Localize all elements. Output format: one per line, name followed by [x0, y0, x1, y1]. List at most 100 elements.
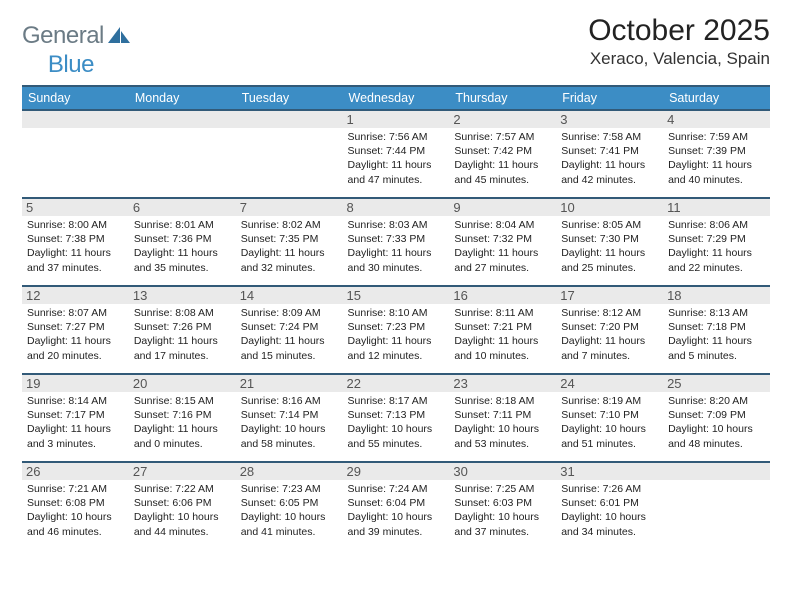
sunset-text: Sunset: 7:26 PM	[134, 320, 231, 334]
calendar-cell: 13Sunrise: 8:08 AMSunset: 7:26 PMDayligh…	[129, 286, 236, 374]
dl1-text: Daylight: 10 hours	[27, 510, 124, 524]
sunrise-text: Sunrise: 8:12 AM	[561, 306, 658, 320]
sunset-text: Sunset: 7:14 PM	[241, 408, 338, 422]
calendar-cell: 15Sunrise: 8:10 AMSunset: 7:23 PMDayligh…	[343, 286, 450, 374]
sunrise-text: Sunrise: 8:13 AM	[668, 306, 765, 320]
day-number: 11	[663, 199, 770, 216]
day-number: 23	[449, 375, 556, 392]
dl2-text: and 0 minutes.	[134, 437, 231, 451]
dl1-text: Daylight: 10 hours	[241, 510, 338, 524]
calendar-cell: 6Sunrise: 8:01 AMSunset: 7:36 PMDaylight…	[129, 198, 236, 286]
sunset-text: Sunset: 7:36 PM	[134, 232, 231, 246]
dl2-text: and 3 minutes.	[27, 437, 124, 451]
calendar-cell: 27Sunrise: 7:22 AMSunset: 6:06 PMDayligh…	[129, 462, 236, 550]
dl2-text: and 30 minutes.	[348, 261, 445, 275]
calendar-cell: 31Sunrise: 7:26 AMSunset: 6:01 PMDayligh…	[556, 462, 663, 550]
dl2-text: and 10 minutes.	[454, 349, 551, 363]
day-number: 24	[556, 375, 663, 392]
calendar-cell: 20Sunrise: 8:15 AMSunset: 7:16 PMDayligh…	[129, 374, 236, 462]
sunrise-text: Sunrise: 8:03 AM	[348, 218, 445, 232]
weekday-header: Wednesday	[343, 86, 450, 110]
day-number-empty	[22, 111, 129, 128]
sunrise-text: Sunrise: 8:07 AM	[27, 306, 124, 320]
sunrise-text: Sunrise: 8:20 AM	[668, 394, 765, 408]
calendar-cell: 16Sunrise: 8:11 AMSunset: 7:21 PMDayligh…	[449, 286, 556, 374]
calendar-cell: 2Sunrise: 7:57 AMSunset: 7:42 PMDaylight…	[449, 110, 556, 198]
day-number: 6	[129, 199, 236, 216]
dl2-text: and 48 minutes.	[668, 437, 765, 451]
sunrise-text: Sunrise: 8:10 AM	[348, 306, 445, 320]
dl1-text: Daylight: 11 hours	[134, 334, 231, 348]
dl1-text: Daylight: 11 hours	[348, 158, 445, 172]
sunset-text: Sunset: 7:27 PM	[27, 320, 124, 334]
calendar-cell: 19 Sunrise: 8:14 AMSunset: 7:17 PMDayligh…	[22, 374, 129, 462]
calendar-cell: 7Sunrise: 8:02 AMSunset: 7:35 PMDaylight…	[236, 198, 343, 286]
sunrise-text: Sunrise: 7:59 AM	[668, 130, 765, 144]
dl1-text: Daylight: 10 hours	[668, 422, 765, 436]
day-number: 17	[556, 287, 663, 304]
dl2-text: and 51 minutes.	[561, 437, 658, 451]
dl1-text: Daylight: 10 hours	[134, 510, 231, 524]
sunrise-text: Sunrise: 7:58 AM	[561, 130, 658, 144]
calendar-body: 1Sunrise: 7:56 AMSunset: 7:44 PMDaylight…	[22, 110, 770, 550]
sunset-text: Sunset: 7:42 PM	[454, 144, 551, 158]
day-number: 31	[556, 463, 663, 480]
day-number: 4	[663, 111, 770, 128]
day-number: 30	[449, 463, 556, 480]
day-number: 19	[22, 375, 129, 392]
sunset-text: Sunset: 7:11 PM	[454, 408, 551, 422]
dl2-text: and 12 minutes.	[348, 349, 445, 363]
sunrise-text: Sunrise: 8:05 AM	[561, 218, 658, 232]
day-number: 13	[129, 287, 236, 304]
sunrise-text: Sunrise: 8:14 AM	[27, 394, 124, 408]
sunset-text: Sunset: 6:04 PM	[348, 496, 445, 510]
day-number-empty	[236, 111, 343, 128]
sunset-text: Sunset: 7:38 PM	[27, 232, 124, 246]
calendar-cell: 29 Sunrise: 7:24 AMSunset: 6:04 PMDayligh…	[343, 462, 450, 550]
sunset-text: Sunset: 7:16 PM	[134, 408, 231, 422]
dl2-text: and 45 minutes.	[454, 173, 551, 187]
dl1-text: Daylight: 10 hours	[454, 422, 551, 436]
weekday-header: Saturday	[663, 86, 770, 110]
sunrise-text: Sunrise: 7:21 AM	[27, 482, 124, 496]
sunset-text: Sunset: 7:17 PM	[27, 408, 124, 422]
dl1-text: Daylight: 11 hours	[561, 158, 658, 172]
weekday-header: Sunday	[22, 86, 129, 110]
sunset-text: Sunset: 7:23 PM	[348, 320, 445, 334]
sunset-text: Sunset: 6:06 PM	[134, 496, 231, 510]
dl1-text: Daylight: 11 hours	[454, 158, 551, 172]
dl2-text: and 44 minutes.	[134, 525, 231, 539]
dl1-text: Daylight: 10 hours	[348, 510, 445, 524]
weekday-header: Friday	[556, 86, 663, 110]
dl2-text: and 37 minutes.	[27, 261, 124, 275]
dl1-text: Daylight: 11 hours	[27, 422, 124, 436]
calendar-cell: 26Sunrise: 7:21 AMSunset: 6:08 PMDayligh…	[22, 462, 129, 550]
day-number: 7	[236, 199, 343, 216]
day-number: 22	[343, 375, 450, 392]
dl2-text: and 27 minutes.	[454, 261, 551, 275]
sunrise-text: Sunrise: 7:22 AM	[134, 482, 231, 496]
dl2-text: and 20 minutes.	[27, 349, 124, 363]
sunrise-text: Sunrise: 7:56 AM	[348, 130, 445, 144]
dl1-text: Daylight: 11 hours	[134, 422, 231, 436]
calendar-cell: 1Sunrise: 7:56 AMSunset: 7:44 PMDaylight…	[343, 110, 450, 198]
sunset-text: Sunset: 7:30 PM	[561, 232, 658, 246]
day-number: 26	[22, 463, 129, 480]
day-number: 18	[663, 287, 770, 304]
calendar-cell: 30Sunrise: 7:25 AMSunset: 6:03 PMDayligh…	[449, 462, 556, 550]
sunset-text: Sunset: 7:29 PM	[668, 232, 765, 246]
sunrise-text: Sunrise: 7:24 AM	[348, 482, 445, 496]
dl2-text: and 34 minutes.	[561, 525, 658, 539]
day-number: 29	[343, 463, 450, 480]
dl1-text: Daylight: 10 hours	[561, 510, 658, 524]
dl2-text: and 47 minutes.	[348, 173, 445, 187]
calendar-cell: 4Sunrise: 7:59 AMSunset: 7:39 PMDaylight…	[663, 110, 770, 198]
day-number: 25	[663, 375, 770, 392]
dl1-text: Daylight: 11 hours	[454, 246, 551, 260]
sunset-text: Sunset: 7:18 PM	[668, 320, 765, 334]
dl2-text: and 42 minutes.	[561, 173, 658, 187]
title-block: October 2025 Xeraco, Valencia, Spain	[588, 14, 770, 69]
sunset-text: Sunset: 7:24 PM	[241, 320, 338, 334]
dl2-text: and 46 minutes.	[27, 525, 124, 539]
sunset-text: Sunset: 7:39 PM	[668, 144, 765, 158]
